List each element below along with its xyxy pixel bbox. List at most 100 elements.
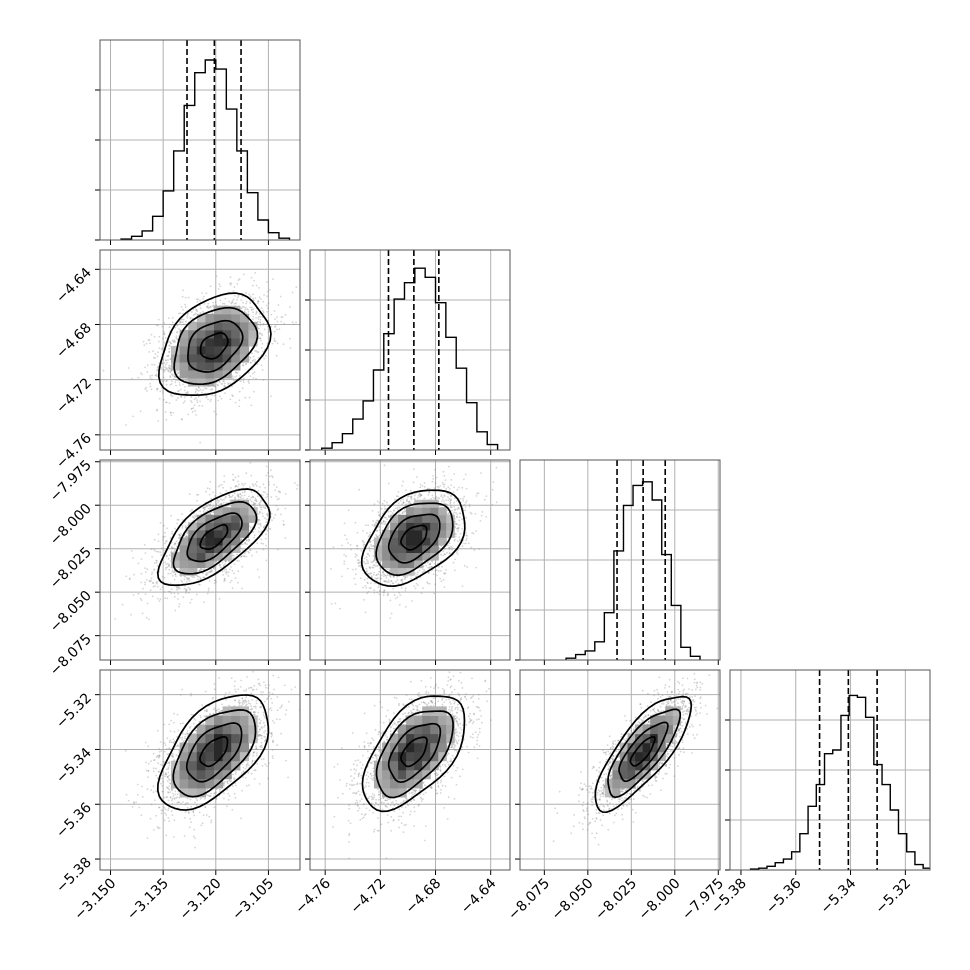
scatter-point xyxy=(172,412,175,414)
scatter-point xyxy=(221,499,224,501)
scatter-point xyxy=(174,609,177,612)
panel-frame xyxy=(729,669,931,871)
scatter-point xyxy=(185,526,188,529)
scatter-point xyxy=(225,490,228,492)
scatter-point xyxy=(151,374,154,377)
scatter-point xyxy=(230,302,233,305)
scatter-point xyxy=(167,317,170,320)
scatter-point xyxy=(161,390,164,392)
scatter-point xyxy=(180,532,182,535)
scatter-point xyxy=(219,484,221,487)
scatter-point xyxy=(257,351,260,354)
scatter-point xyxy=(303,481,305,483)
density-bin xyxy=(179,345,189,355)
scatter-point xyxy=(174,573,177,575)
scatter-point xyxy=(239,380,242,383)
scatter-point xyxy=(183,396,186,399)
scatter-point xyxy=(215,504,218,507)
scatter-point xyxy=(171,803,174,805)
scatter-point xyxy=(229,500,232,502)
scatter-point xyxy=(241,555,243,557)
scatter-point xyxy=(252,711,255,714)
scatter-point xyxy=(165,566,167,569)
scatter-point xyxy=(277,304,280,306)
scatter-point xyxy=(153,568,156,571)
scatter-point xyxy=(169,358,172,361)
scatter-point xyxy=(102,369,105,372)
scatter-point xyxy=(144,552,147,554)
scatter-point xyxy=(175,379,177,382)
scatter-point xyxy=(255,500,258,502)
scatter-point xyxy=(193,814,196,817)
scatter-point xyxy=(144,583,146,586)
scatter-point xyxy=(249,498,252,501)
scatter-point xyxy=(244,396,247,399)
scatter-point xyxy=(160,554,163,556)
scatter-point xyxy=(195,308,198,311)
scatter-point xyxy=(166,562,169,565)
density-bin xyxy=(239,499,249,508)
density-bin xyxy=(239,507,249,516)
scatter-point xyxy=(234,496,236,499)
density-bin xyxy=(214,552,224,561)
scatter-point xyxy=(266,290,269,293)
scatter-point xyxy=(146,602,149,605)
scatter-point xyxy=(170,414,173,417)
density-bin xyxy=(171,560,181,569)
scatter-point xyxy=(178,381,181,384)
scatter-point xyxy=(214,560,217,563)
scatter-point xyxy=(244,309,247,311)
scatter-point xyxy=(277,507,280,510)
density-bin xyxy=(205,369,215,379)
scatter-point xyxy=(156,369,159,372)
scatter-point xyxy=(174,548,177,550)
scatter-point xyxy=(256,568,259,571)
scatter-point xyxy=(228,494,231,496)
scatter-point xyxy=(234,680,236,683)
scatter-point xyxy=(240,539,243,541)
scatter-point xyxy=(157,351,160,354)
scatter-point xyxy=(163,333,166,336)
scatter-point xyxy=(258,530,260,533)
scatter-point xyxy=(215,304,218,307)
scatter-point xyxy=(249,526,252,529)
scatter-point xyxy=(275,486,278,488)
scatter-point xyxy=(188,577,191,580)
scatter-point xyxy=(170,323,173,326)
scatter-point xyxy=(201,572,204,575)
scatter-point xyxy=(171,530,174,533)
scatter-point xyxy=(241,387,244,389)
scatter-point xyxy=(156,564,159,567)
scatter-point xyxy=(199,388,202,391)
scatter-point xyxy=(176,589,178,591)
scatter-point xyxy=(204,506,207,509)
scatter-point xyxy=(260,506,263,509)
scatter-point xyxy=(223,384,226,387)
scatter-point xyxy=(260,307,263,309)
scatter-point xyxy=(249,548,252,551)
scatter-point xyxy=(274,318,276,320)
scatter-point xyxy=(260,530,263,533)
scatter-point xyxy=(199,299,201,302)
scatter-point xyxy=(283,523,285,526)
scatter-point xyxy=(195,397,198,399)
scatter-point xyxy=(217,505,220,507)
scatter-point xyxy=(170,411,172,414)
scatter-point xyxy=(252,496,254,499)
scatter-point xyxy=(182,318,185,321)
scatter-point xyxy=(185,320,187,323)
scatter-point xyxy=(171,546,173,549)
scatter-point xyxy=(265,518,268,521)
scatter-point xyxy=(252,372,254,375)
scatter-point xyxy=(282,343,285,346)
scatter-point xyxy=(166,355,168,358)
scatter-point xyxy=(209,571,212,574)
scatter-point xyxy=(228,560,230,563)
scatter-point xyxy=(259,728,261,731)
scatter-point xyxy=(157,771,160,773)
scatter-point xyxy=(254,297,257,299)
scatter-point xyxy=(236,553,238,556)
scatter-point xyxy=(166,780,169,783)
scatter-point xyxy=(245,539,248,542)
scatter-point xyxy=(198,569,201,571)
